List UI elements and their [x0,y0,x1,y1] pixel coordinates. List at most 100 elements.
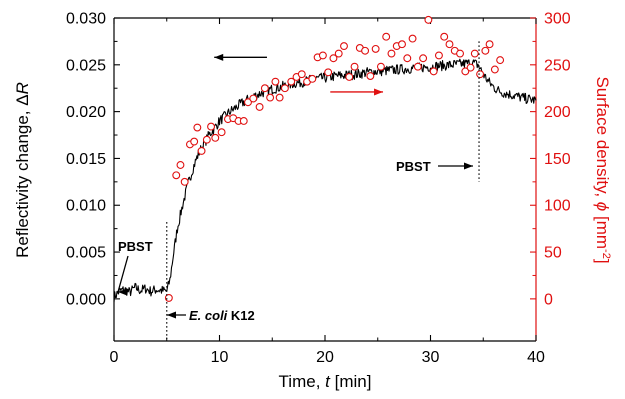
surface-density-point [287,77,296,86]
x-tick-label: 10 [211,349,229,366]
y-right-label-unit: [mm [593,211,612,249]
annotation-ecoli-rest: K12 [227,308,254,323]
y-left-tick-label: 0.000 [66,291,106,308]
surface-density-point [429,67,438,76]
reflectivity-line [113,58,537,303]
x-axis-label: Time, t [min] [279,372,372,391]
surface-density-point [445,40,454,49]
series-layer [113,15,537,303]
pbst-start-pointer-head [118,288,127,296]
y-right-tick-label: 200 [544,104,571,121]
y-left-tick-label: 0.005 [66,245,106,262]
ecoli-pointer-head [167,311,176,319]
y-left-tick-label: 0.030 [66,11,106,28]
surface-density-point [329,54,338,63]
annotation-ecoli-italic: E. coli [189,308,228,323]
y-axis-left-label: Reflectivity change, ΔR [13,82,32,258]
surface-density-point [413,62,422,71]
surface-density-point [271,77,280,86]
y-left-tick-label: 0.010 [66,198,106,215]
y-right-tick-label: 0 [544,291,553,308]
y-right-tick-label: 250 [544,57,571,74]
surface-density-point [361,46,370,55]
surface-density-point [172,171,181,180]
right-axis-arrow-head [374,88,384,96]
annotation-pbst-start: PBST [118,239,153,254]
y-left-tick-label: 0.025 [66,57,106,74]
y-left-tick-label: 0.015 [66,151,106,168]
surface-density-point [324,68,333,77]
surface-density-point [496,56,505,65]
surface-density-point [456,49,464,58]
left-axis-arrow-head [214,53,224,61]
surface-density-point [334,49,343,58]
surface-density-point [476,70,485,79]
x-axis-label-unit: [min] [330,372,372,391]
surface-density-point [308,74,317,83]
surface-density-point [266,93,275,102]
surface-density-point [217,128,226,137]
annotation-layer [117,41,480,339]
x-tick-label: 30 [422,349,440,366]
surface-density-point [260,84,269,93]
surface-density-point [180,177,189,186]
pbst-start-pointer-shaft [117,255,129,293]
surface-density-point [211,133,220,142]
annotation-pbst-end: PBST [396,159,431,174]
surface-density-point [424,15,433,24]
surface-density-point [193,123,202,132]
surface-density-point [419,54,428,63]
surface-density-point [408,34,417,43]
surface-density-point [244,98,252,107]
surface-density-point [371,44,380,53]
y-right-tick-label: 150 [544,151,571,168]
surface-density-point [440,32,449,41]
surface-density-point [398,40,406,49]
x-axis-label-prefix: Time, [279,372,326,391]
y-right-label-close: ] [593,259,612,264]
y-left-label-prefix: Reflectivity change, Δ [13,94,32,257]
surface-density-point [470,49,479,58]
y-left-label-var: R [13,82,32,94]
x-tick-label: 40 [527,349,545,366]
y-right-tick-label: 50 [544,245,562,262]
surface-density-point [164,293,173,302]
surface-density-point [490,65,499,74]
surface-density-point [382,32,391,41]
surface-density-point [280,84,289,93]
surface-density-point [434,51,443,60]
surface-density-point [466,63,475,72]
x-tick-label: 20 [316,349,334,366]
surface-density-point [255,102,264,111]
tick-labels: 0 10 20 30 40 0.000 0.005 0.010 0.015 0.020 0.025 0… [66,11,571,367]
x-tick-label: 0 [110,349,119,366]
y-right-tick-label: 100 [544,198,571,215]
surface-density-point [176,161,185,169]
surface-density-point [387,49,396,58]
surface-density-point [207,122,216,131]
y-right-label-exp: -2 [600,249,612,259]
surface-density-point [485,40,494,49]
surface-density-point [275,93,284,102]
surface-density-point [318,51,327,60]
surface-density-point [340,42,348,51]
annotation-ecoli-injection: E. coli K12 [189,308,255,323]
surface-density-point [376,62,385,71]
surface-density-point [202,135,211,144]
surface-density-point [366,72,375,80]
y-axis-right-label: Surface density, ϕ [mm-2] [593,76,612,263]
surface-density-point [249,94,258,103]
y-left-tick-label: 0.020 [66,104,106,121]
surface-density-point [297,70,306,79]
pbst-end-pointer-head [464,162,473,170]
y-right-label-prefix: Surface density, [593,76,612,201]
surface-density-point [350,62,359,71]
y-right-label-var: ϕ [593,202,612,211]
surface-density-point [197,146,206,155]
surface-density-point [481,46,490,55]
x-axis-label-var: t [325,372,331,391]
surface-density-point [345,73,354,81]
surface-density-point [403,54,412,63]
surface-density-point [461,67,470,76]
